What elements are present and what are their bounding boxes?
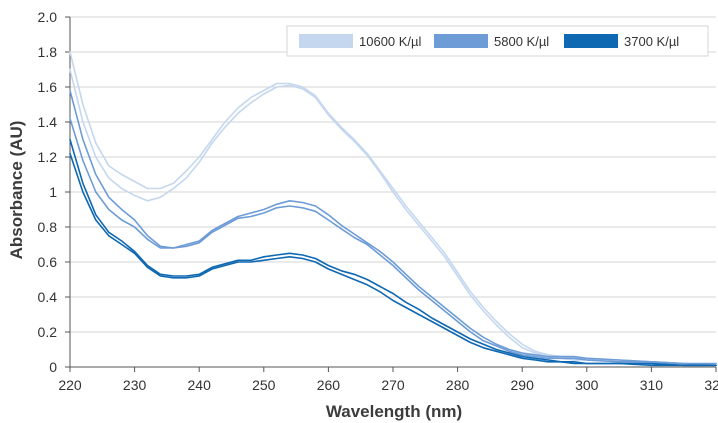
series-line-4 <box>69 117 717 367</box>
series-line-5 <box>69 138 717 367</box>
y-tick-label: 0.2 <box>38 324 58 340</box>
legend: 10600 K/µl 5800 K/µl 3700 K/µl <box>286 25 709 57</box>
axis-layer: 0 0.2 0.4 0.6 0.8 1 1.2 1.4 1.6 1.8 2.0 220 230 240 25… <box>38 9 718 393</box>
legend-label-1: 10600 K/µl <box>359 34 422 49</box>
legend-label-2: 5800 K/µl <box>494 34 549 49</box>
y-tick-label: 0.4 <box>38 289 58 305</box>
legend-swatch-3 <box>564 34 618 48</box>
x-tick-label: 290 <box>511 377 535 393</box>
y-tick-label: 1 <box>49 184 57 200</box>
legend-swatch-2 <box>434 34 488 48</box>
x-tick-label: 220 <box>58 377 82 393</box>
x-tick-label: 230 <box>123 377 147 393</box>
x-axis-title: Wavelength (nm) <box>326 402 462 421</box>
y-tick-label: 1.4 <box>38 114 58 130</box>
x-tick-label: 260 <box>317 377 341 393</box>
y-tick-label: 0 <box>49 359 57 375</box>
x-tick-label: 250 <box>252 377 276 393</box>
x-tick-label: 270 <box>381 377 405 393</box>
legend-swatch-1 <box>299 34 353 48</box>
series-layer <box>69 51 717 367</box>
x-tick-label: 310 <box>640 377 664 393</box>
series-line-2 <box>69 68 717 367</box>
y-tick-label: 1.2 <box>38 149 58 165</box>
series-line-3 <box>69 89 717 365</box>
y-tick-label: 0.6 <box>38 254 58 270</box>
legend-box <box>286 25 709 57</box>
x-tick-label: 320 <box>704 377 718 393</box>
y-axis-title: Absorbance (AU) <box>7 121 26 260</box>
x-tick-label: 240 <box>188 377 212 393</box>
grid-layer <box>70 16 716 333</box>
series-line-6 <box>69 152 717 367</box>
y-tick-label: 1.8 <box>38 44 58 60</box>
x-tick-label: 300 <box>575 377 599 393</box>
series-line-1 <box>69 51 717 367</box>
y-tick-label: 0.8 <box>38 219 58 235</box>
y-tick-label: 2.0 <box>38 9 58 25</box>
y-tick-label: 1.6 <box>38 79 58 95</box>
x-tick-label: 280 <box>446 377 470 393</box>
legend-label-3: 3700 K/µl <box>624 34 679 49</box>
